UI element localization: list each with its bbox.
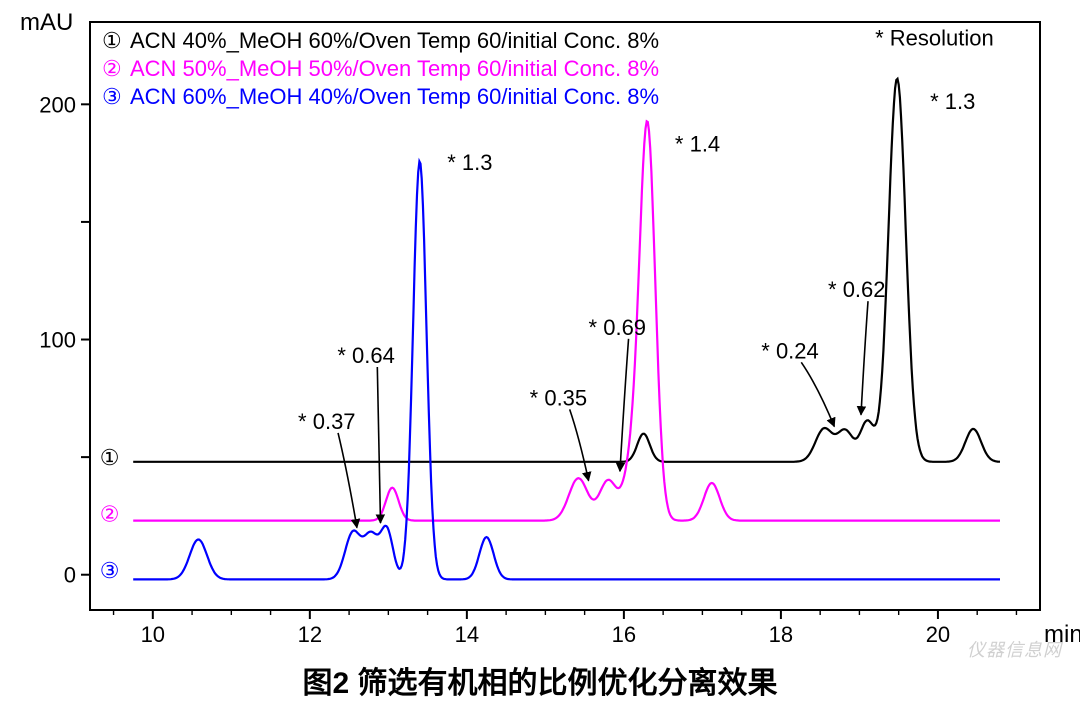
peak-annotation: * 1.4 — [675, 131, 720, 156]
y-tick-label: 100 — [39, 328, 76, 353]
trace-marker: ③ — [100, 558, 120, 583]
annotation-arrow — [377, 367, 380, 523]
peak-annotation: * 1.3 — [447, 150, 492, 175]
x-tick-label: 12 — [298, 622, 322, 647]
x-axis-label: min — [1044, 621, 1080, 648]
figure-caption: 图2 筛选有机相的比例优化分离效果 — [0, 658, 1080, 702]
legend-label: ACN 60%_MeOH 40%/Oven Temp 60/initial Co… — [130, 84, 659, 109]
chromatogram-svg: 10 12 14 16 18 20 min 0 100 200 mAU ① ② ③ ① ACN 40%_MeO… — [0, 0, 1080, 720]
peak-annotation: * 1.3 — [930, 89, 975, 114]
trace-3 — [133, 162, 1000, 580]
annotation-arrow — [861, 301, 868, 415]
peak-annotation: * 0.24 — [761, 338, 819, 363]
legend-marker: ③ — [102, 84, 122, 109]
plot-border — [90, 22, 1040, 610]
peak-annotation: * 0.37 — [298, 409, 356, 434]
legend-marker: ① — [102, 28, 122, 53]
annotation-arrow — [570, 409, 589, 480]
y-tick-label: 0 — [64, 563, 76, 588]
peak-annotation: * 0.64 — [337, 343, 395, 368]
x-tick-label: 10 — [141, 622, 165, 647]
annotation-arrow — [801, 362, 834, 426]
chromatogram-figure: 10 12 14 16 18 20 min 0 100 200 mAU ① ② ③ ① ACN 40%_MeO… — [0, 0, 1080, 720]
x-tick-label: 16 — [612, 622, 636, 647]
trace-marker: ② — [100, 502, 120, 527]
resolution-note: * Resolution — [875, 26, 994, 51]
trace-marker: ① — [100, 445, 120, 470]
peak-annotation: * 0.62 — [828, 277, 886, 302]
x-tick-label: 14 — [455, 622, 479, 647]
x-tick-label: 20 — [926, 622, 950, 647]
x-tick-label: 18 — [769, 622, 793, 647]
peak-annotation: * 0.35 — [530, 385, 588, 410]
y-tick-label: 200 — [39, 92, 76, 117]
y-axis-label: mAU — [20, 9, 73, 36]
legend-marker: ② — [102, 56, 122, 81]
annotation-arrow — [338, 433, 357, 528]
legend-label: ACN 40%_MeOH 60%/Oven Temp 60/initial Co… — [130, 28, 659, 53]
legend-label: ACN 50%_MeOH 50%/Oven Temp 60/initial Co… — [130, 56, 659, 81]
peak-annotation: * 0.69 — [589, 315, 647, 340]
